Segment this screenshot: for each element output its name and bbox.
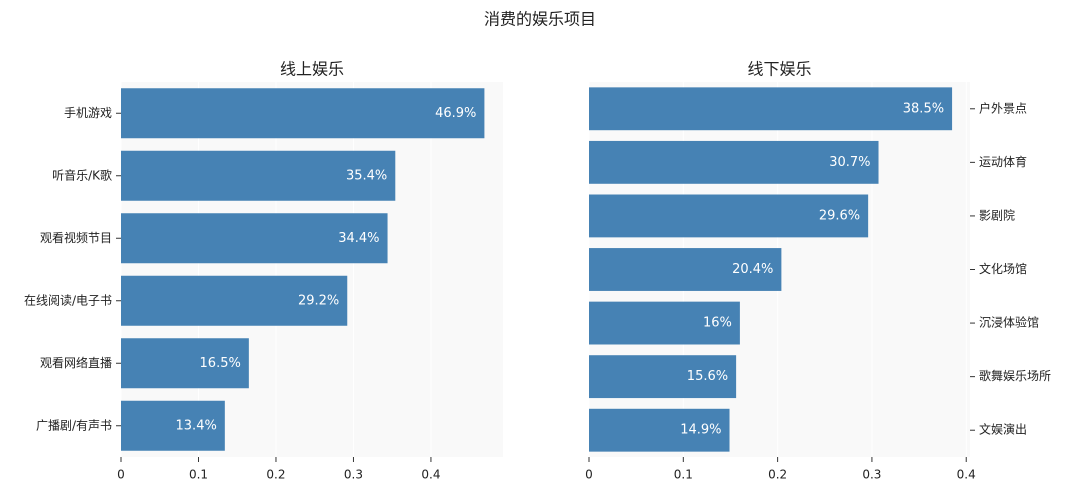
- bar: [121, 150, 396, 201]
- bar: [589, 301, 740, 345]
- y-tick-label: 在线阅读/电子书: [24, 293, 112, 307]
- value-label: 16.5%: [200, 356, 241, 371]
- value-label: 13.4%: [176, 418, 217, 433]
- y-tick-label: 广播剧/有声书: [36, 418, 112, 432]
- bar: [121, 213, 388, 264]
- x-tick-label: 0: [117, 468, 125, 482]
- x-tick-label: 0: [585, 468, 593, 482]
- bar: [589, 355, 737, 399]
- value-label: 16%: [703, 316, 732, 331]
- bar: [589, 248, 782, 291]
- x-tick-label: 0.3: [862, 468, 881, 482]
- figure-title: 消费的娱乐项目: [484, 10, 596, 29]
- y-tick-label: 观看网络直播: [40, 355, 112, 370]
- bar: [121, 338, 249, 389]
- value-label: 34.4%: [338, 231, 379, 246]
- bar: [121, 275, 348, 326]
- y-tick-label: 歌舞娱乐场所: [979, 368, 1051, 383]
- y-tick-label: 文化场馆: [979, 261, 1027, 276]
- chart-title: 线上娱乐: [280, 60, 344, 79]
- y-tick-label: 观看视频节目: [40, 230, 112, 245]
- x-tick-label: 0.2: [266, 468, 285, 482]
- y-tick-label: 运动体育: [979, 154, 1027, 169]
- y-tick-label: 沉浸体验馆: [979, 315, 1039, 330]
- x-tick-label: 0.4: [421, 468, 440, 482]
- y-tick-label: 听音乐/K歌: [52, 167, 112, 182]
- bar: [589, 194, 869, 238]
- value-label: 15.6%: [687, 369, 728, 384]
- value-label: 29.6%: [819, 208, 860, 223]
- y-tick-label: 手机游戏: [64, 106, 112, 120]
- value-label: 20.4%: [732, 262, 773, 277]
- bar: [589, 140, 879, 184]
- x-tick-label: 0.3: [344, 468, 363, 482]
- value-label: 30.7%: [829, 155, 870, 170]
- x-tick-label: 0.1: [189, 468, 208, 482]
- bar: [589, 87, 953, 131]
- x-tick-label: 0.1: [674, 468, 693, 482]
- x-tick-label: 0.2: [768, 468, 787, 482]
- value-label: 46.9%: [435, 106, 476, 121]
- bar: [589, 408, 730, 452]
- chart-title: 线下娱乐: [747, 60, 811, 79]
- bar: [121, 88, 485, 139]
- bar: [121, 400, 225, 451]
- y-tick-label: 户外景点: [979, 100, 1027, 115]
- plot-area: [121, 82, 503, 457]
- value-label: 29.2%: [298, 293, 339, 308]
- y-tick-label: 文娱演出: [979, 422, 1027, 437]
- y-tick-label: 影剧院: [979, 208, 1015, 222]
- value-label: 38.5%: [903, 101, 944, 116]
- x-tick-label: 0.4: [957, 468, 976, 482]
- value-label: 14.9%: [680, 423, 721, 438]
- value-label: 35.4%: [346, 168, 387, 183]
